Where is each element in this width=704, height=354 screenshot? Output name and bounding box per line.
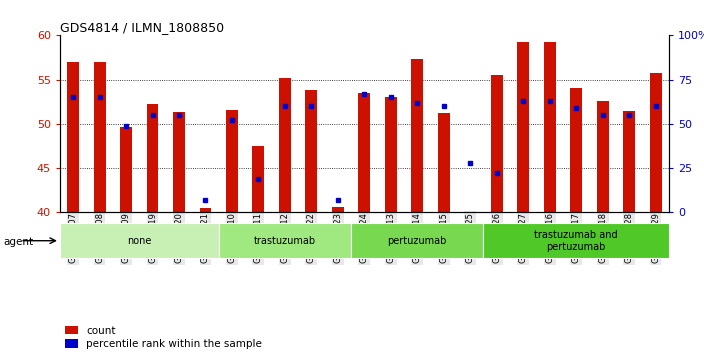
Bar xyxy=(279,78,291,212)
Bar xyxy=(543,42,555,212)
Bar xyxy=(351,223,484,258)
Bar xyxy=(385,97,397,212)
Bar xyxy=(570,88,582,212)
Bar xyxy=(484,223,669,258)
Legend: count, percentile rank within the sample: count, percentile rank within the sample xyxy=(65,326,262,349)
Text: trastuzumab: trastuzumab xyxy=(254,236,316,246)
Bar xyxy=(650,73,662,212)
Bar xyxy=(517,42,529,212)
Bar xyxy=(173,112,185,212)
Bar xyxy=(438,113,450,212)
Text: trastuzumab and
pertuzumab: trastuzumab and pertuzumab xyxy=(534,230,618,252)
Bar xyxy=(199,208,211,212)
Bar xyxy=(491,75,503,212)
Bar xyxy=(623,110,635,212)
Bar xyxy=(332,207,344,212)
Bar xyxy=(60,223,219,258)
Text: pertuzumab: pertuzumab xyxy=(388,236,447,246)
Text: GDS4814 / ILMN_1808850: GDS4814 / ILMN_1808850 xyxy=(60,21,224,34)
Bar xyxy=(120,126,132,212)
Text: none: none xyxy=(127,236,151,246)
Text: agent: agent xyxy=(4,238,34,247)
Bar xyxy=(306,90,318,212)
Bar xyxy=(411,59,423,212)
Bar xyxy=(146,104,158,212)
Bar xyxy=(67,62,79,212)
Bar xyxy=(94,62,106,212)
Bar xyxy=(597,101,608,212)
Bar xyxy=(358,93,370,212)
Bar xyxy=(253,146,265,212)
Bar xyxy=(226,110,238,212)
Bar xyxy=(219,223,351,258)
